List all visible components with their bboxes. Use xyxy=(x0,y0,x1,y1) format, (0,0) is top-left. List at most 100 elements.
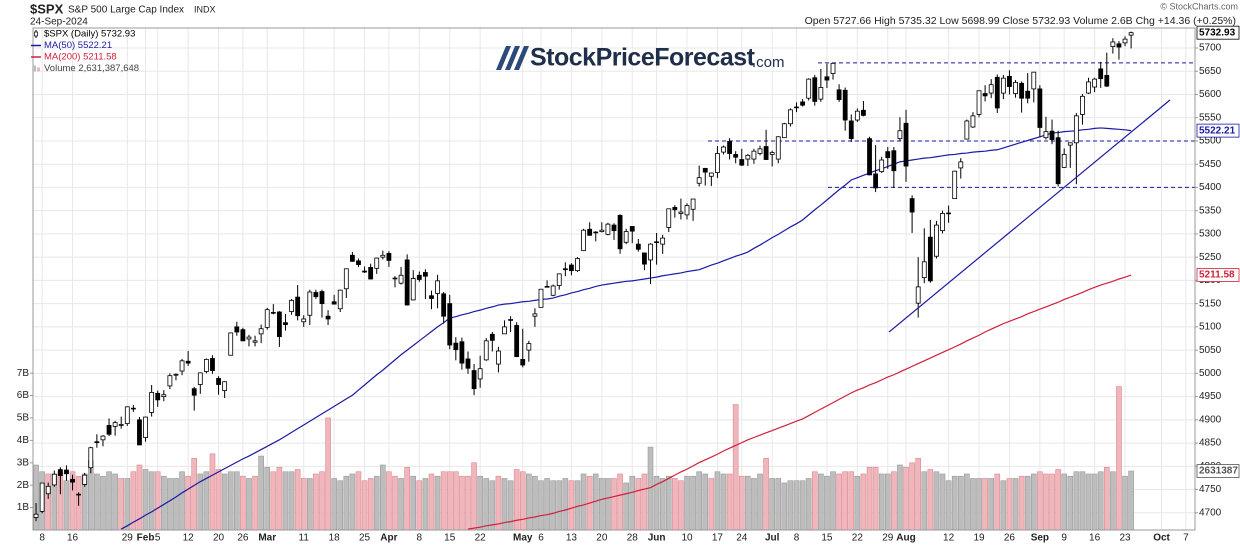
candle-body xyxy=(988,84,994,94)
candle-body xyxy=(751,150,757,160)
volume-bar xyxy=(544,478,550,530)
candle-body xyxy=(471,370,477,390)
volume-bar xyxy=(860,473,867,530)
y-tick-label: 4950 xyxy=(1199,391,1222,402)
candle-body xyxy=(82,474,88,485)
candle-body xyxy=(447,303,453,346)
candle-body xyxy=(672,207,678,211)
volume-bar xyxy=(970,478,976,530)
x-tick-label: 13 xyxy=(566,533,578,544)
candle-body xyxy=(897,130,903,140)
candle-body xyxy=(161,394,167,397)
candle-body xyxy=(617,214,623,250)
volume-bar xyxy=(373,475,380,530)
x-tick-label: 29 xyxy=(122,533,134,544)
candle-body xyxy=(654,241,659,244)
x-tick-label: 8 xyxy=(794,533,800,544)
volume-bar xyxy=(1043,473,1049,530)
volume-bar xyxy=(440,471,447,530)
volume-bar xyxy=(763,457,769,530)
volume-bar xyxy=(751,478,757,530)
candle-body xyxy=(337,289,343,310)
quote: Open 5727.66 High 5735.32 Low 5698.99 Cl… xyxy=(805,15,1236,27)
candle-body xyxy=(380,254,386,258)
candle-body xyxy=(952,170,958,199)
y-tick-label: 5250 xyxy=(1199,252,1222,263)
candle-body xyxy=(283,322,288,325)
candle-body xyxy=(435,280,440,294)
candle-body xyxy=(733,154,739,158)
volume-bar xyxy=(319,471,325,530)
x-tick-label: 12 xyxy=(183,533,195,544)
y-tick-label: 5400 xyxy=(1199,182,1222,193)
x-tick-label: 5 xyxy=(155,533,161,544)
x-tick-label: Jun xyxy=(648,533,666,544)
candle-body xyxy=(179,360,185,372)
candle-body xyxy=(861,109,866,116)
candle-body xyxy=(940,213,945,232)
x-tick-label: 8 xyxy=(417,533,423,544)
candle-body xyxy=(891,150,897,172)
volume-bar xyxy=(854,475,861,530)
plot-frame xyxy=(32,27,1196,531)
volume-bar xyxy=(805,478,812,530)
volume-bar xyxy=(489,480,496,530)
volume-bar xyxy=(988,478,994,530)
volume-bar xyxy=(282,471,289,530)
volume-bar xyxy=(410,475,417,530)
candle-body xyxy=(1086,81,1091,94)
volume-bar xyxy=(714,471,721,530)
candle-body xyxy=(678,211,684,214)
x-tick-label: Sep xyxy=(1031,533,1049,544)
candle-body xyxy=(982,93,988,97)
candle-body xyxy=(453,342,459,351)
candle-body xyxy=(629,226,635,232)
candle-body xyxy=(349,254,355,262)
plot-layers xyxy=(33,28,1195,530)
volume-bar xyxy=(227,471,234,530)
y-tick-label: 5100 xyxy=(1199,322,1222,333)
candle-body xyxy=(775,136,781,160)
ticker: $SPX xyxy=(30,1,64,16)
volume-bar xyxy=(240,475,246,530)
candle-body xyxy=(538,288,544,308)
candle-body xyxy=(331,301,337,305)
volume-bar xyxy=(830,471,836,530)
candle-body xyxy=(964,120,970,140)
volume-bar xyxy=(866,466,873,530)
candle-body xyxy=(51,473,57,486)
candle-body xyxy=(648,243,653,261)
candle-body xyxy=(812,77,818,102)
candle-body xyxy=(727,141,732,154)
candle-body xyxy=(1080,95,1085,115)
volume-bar xyxy=(264,466,271,530)
candle-body xyxy=(246,336,252,340)
volume-bar xyxy=(909,462,915,530)
volume-bar xyxy=(1030,473,1037,530)
candle-body xyxy=(715,153,720,173)
volume-bar xyxy=(818,473,824,530)
volume-bar xyxy=(659,478,666,530)
candle-body xyxy=(191,388,197,396)
volume-bar xyxy=(191,457,198,530)
volume-bar xyxy=(294,469,301,530)
candle-body xyxy=(550,285,556,296)
candle-body xyxy=(526,343,532,351)
candle-body xyxy=(465,358,471,369)
x-tick-label: 7 xyxy=(1183,533,1189,544)
candle-body xyxy=(788,109,793,125)
volume-bar xyxy=(519,471,526,530)
x-tick-label: 15 xyxy=(821,533,833,544)
y2-tick-label: 5B xyxy=(17,413,30,424)
volume-bar xyxy=(611,478,617,530)
candle-body xyxy=(1025,90,1031,99)
candle-body xyxy=(946,212,952,215)
last-value-label: 5522.21 xyxy=(1199,125,1236,136)
candle-body xyxy=(824,76,830,81)
volume-bar xyxy=(629,475,636,530)
x-tick-label: 20 xyxy=(213,533,225,544)
y2-tick-label: 6B xyxy=(17,390,30,401)
volume-bar xyxy=(124,478,131,530)
volume-bar xyxy=(945,480,952,530)
volume-bar xyxy=(690,475,696,530)
